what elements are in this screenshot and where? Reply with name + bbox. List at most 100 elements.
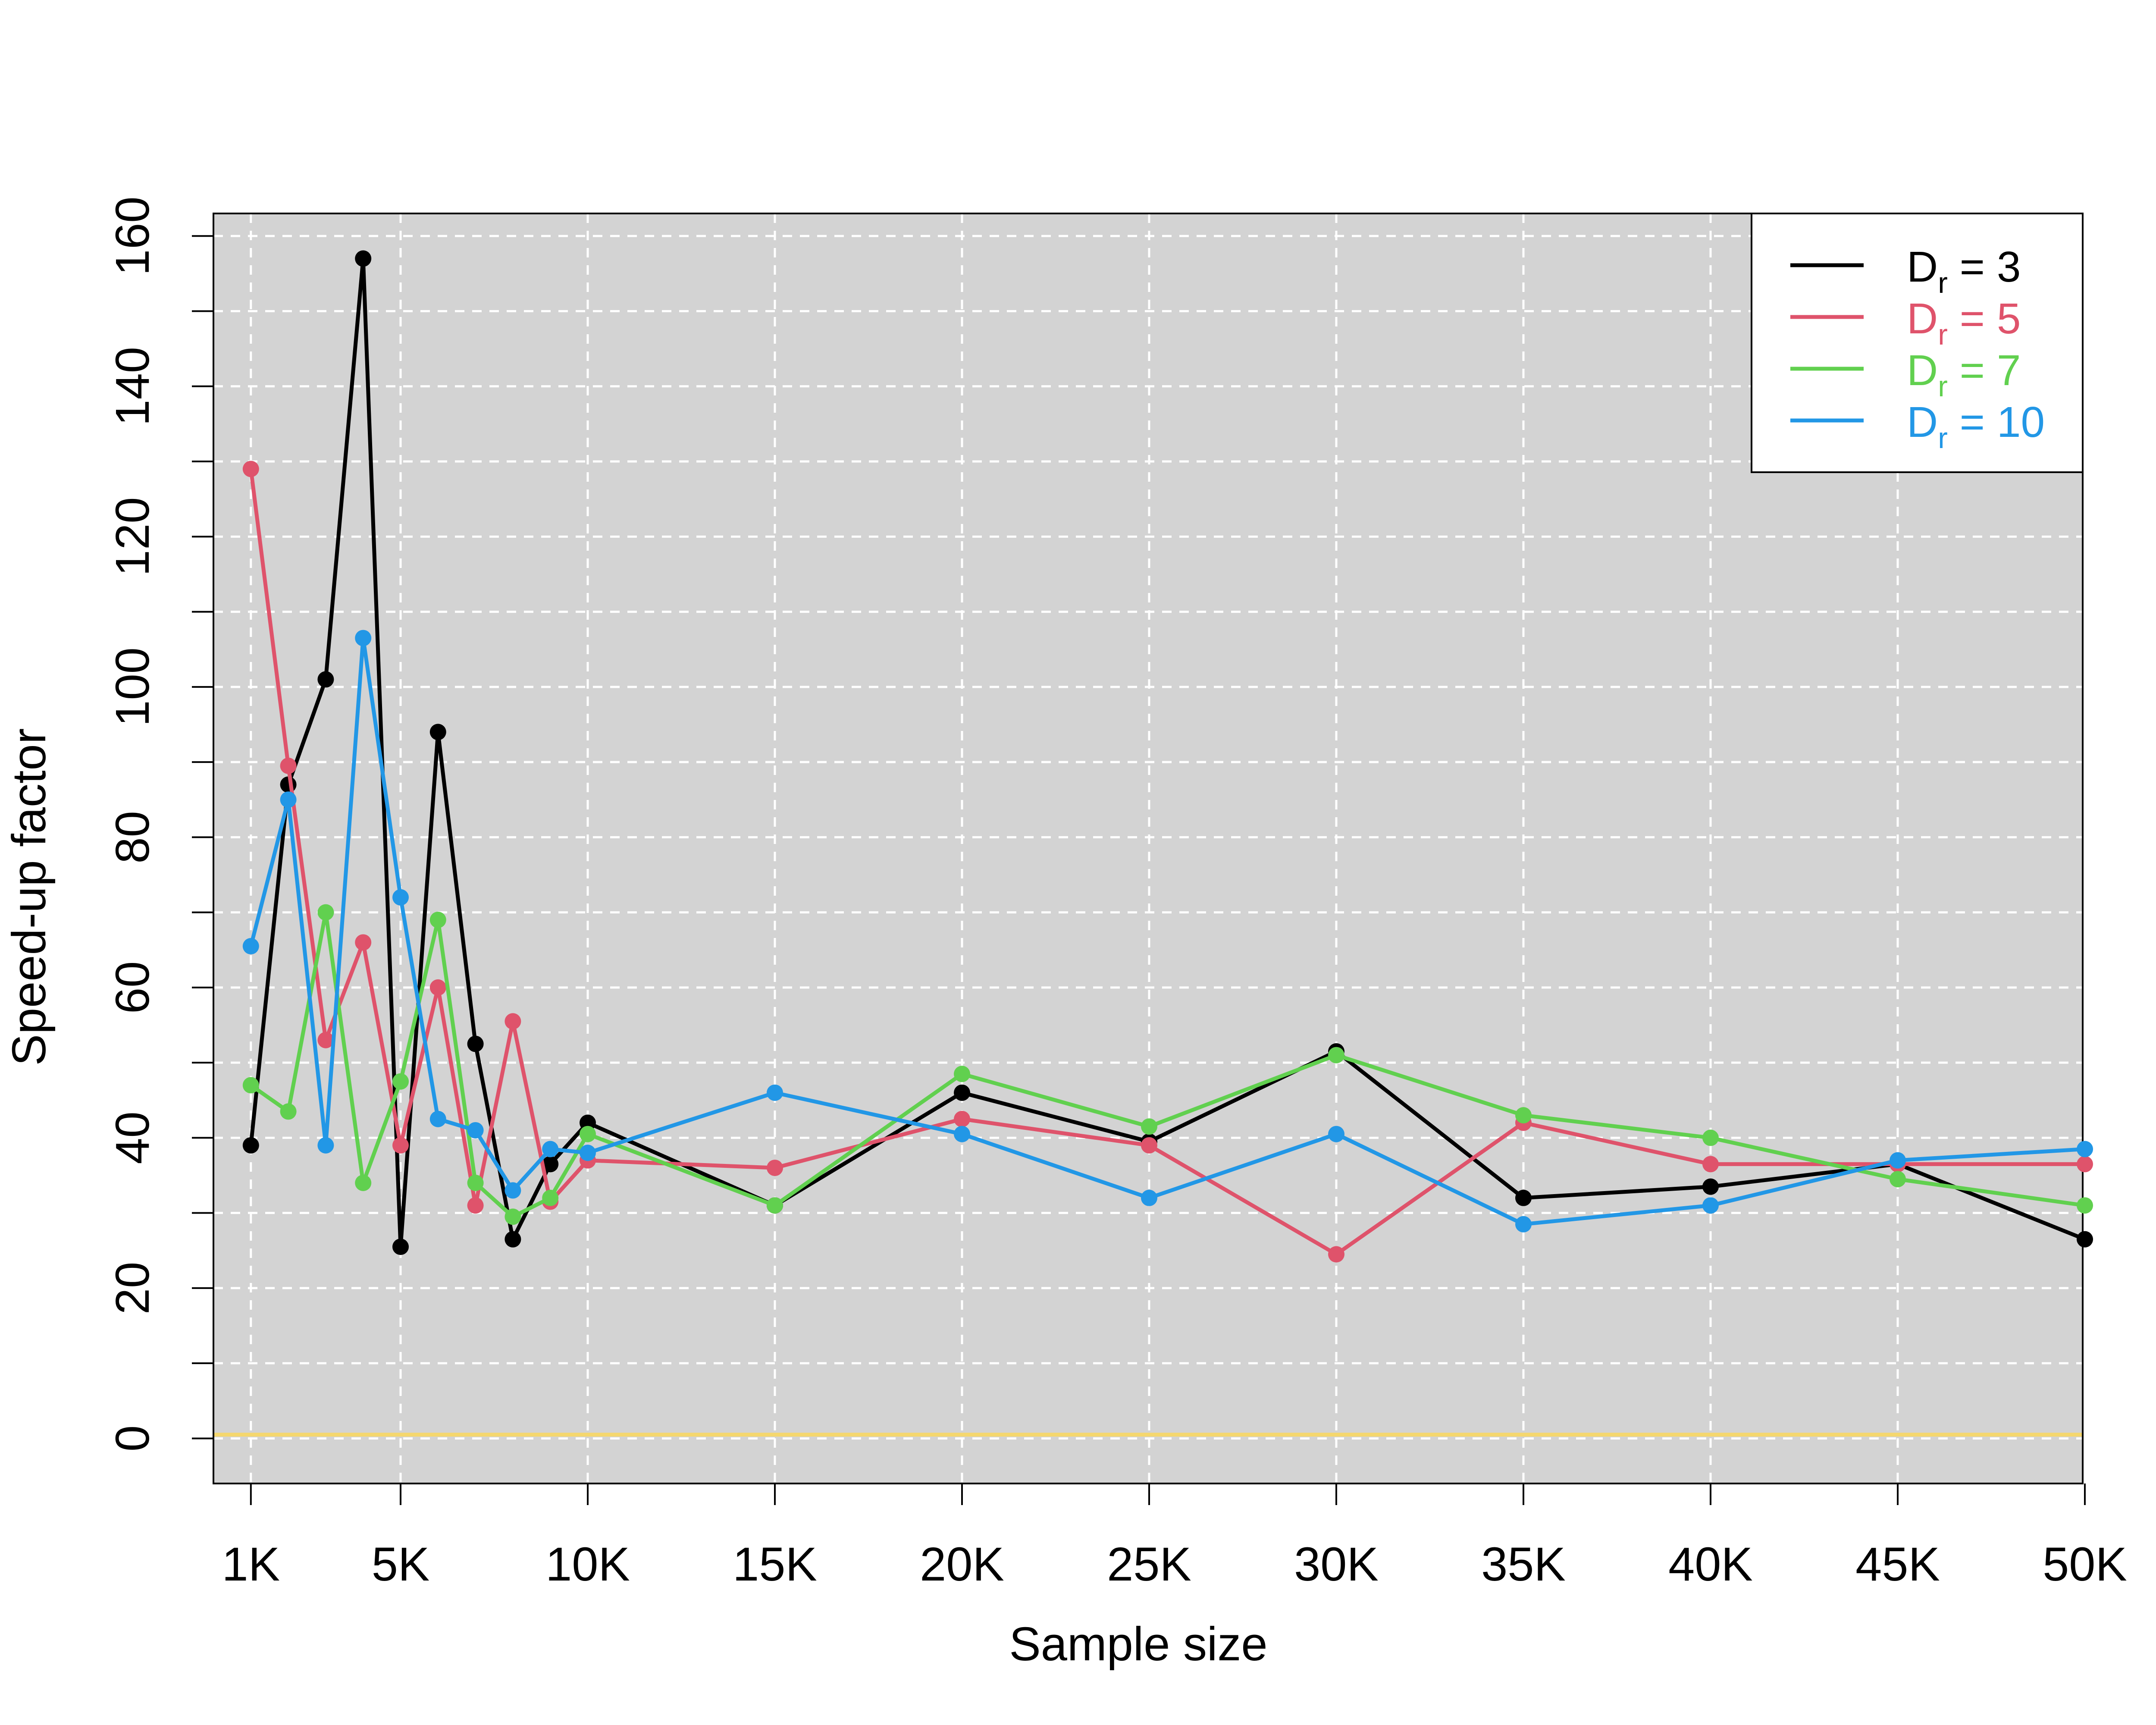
y-tick-label: 20 xyxy=(106,1262,159,1314)
data-point xyxy=(1890,1152,1906,1169)
series-2 xyxy=(242,461,2093,1263)
series-line xyxy=(249,257,2086,1249)
data-point xyxy=(505,1208,521,1225)
data-point xyxy=(467,1122,484,1138)
data-point xyxy=(242,461,259,477)
y-tick-label: 40 xyxy=(106,1111,159,1164)
legend-label-main: D xyxy=(1907,346,1938,395)
legend-label-main: D xyxy=(1907,398,1938,446)
data-point xyxy=(767,1160,783,1176)
legend-label-subscript: r xyxy=(1938,370,1948,403)
data-point xyxy=(1515,1189,1532,1206)
axes: 1K 5K 10K 15K 20K 25K 30K 35K 40K 45K 50K 0 20 40 60 80… xyxy=(106,197,2127,1591)
data-point xyxy=(242,938,259,955)
data-point xyxy=(1328,1246,1344,1263)
y-tick-label: 60 xyxy=(106,961,159,1014)
x-tick-label: 40K xyxy=(1668,1538,1753,1591)
data-point xyxy=(355,250,372,267)
x-tick-label: 50K xyxy=(2043,1538,2127,1591)
data-point xyxy=(280,1103,297,1120)
data-point xyxy=(954,1126,970,1142)
data-point xyxy=(355,1174,372,1191)
series-line xyxy=(249,468,2085,1257)
y-tick-label: 80 xyxy=(106,811,159,863)
data-point xyxy=(280,791,297,808)
legend-label-main: D xyxy=(1907,243,1938,291)
data-point xyxy=(1141,1118,1157,1135)
x-tick-label: 1K xyxy=(222,1538,280,1591)
legend-label: Dr = 5 xyxy=(1907,295,2021,351)
data-point xyxy=(355,630,372,646)
series-group xyxy=(242,250,2093,1263)
data-point xyxy=(1702,1129,1719,1146)
data-point xyxy=(1328,1047,1344,1063)
series-line xyxy=(250,910,2085,1219)
legend-label-subscript: r xyxy=(1938,267,1948,299)
data-point xyxy=(2077,1197,2093,1214)
legend-item: Dr = 5 xyxy=(1790,295,2021,351)
legend-item: Dr = 7 xyxy=(1790,346,2021,403)
data-point xyxy=(242,1077,259,1094)
y-tick-label: 120 xyxy=(106,497,159,577)
data-point xyxy=(429,724,446,740)
legend-label-value: = 3 xyxy=(1948,243,2021,291)
data-point xyxy=(1328,1126,1344,1142)
legend-label-subscript: r xyxy=(1938,422,1948,455)
data-point xyxy=(1702,1178,1719,1195)
x-tick-label: 10K xyxy=(545,1538,630,1591)
x-tick-label: 15K xyxy=(733,1538,817,1591)
data-point xyxy=(2077,1231,2093,1248)
data-point xyxy=(542,1189,559,1206)
x-tick-label: 20K xyxy=(920,1538,1004,1591)
data-point xyxy=(767,1084,783,1101)
legend-label-value: = 5 xyxy=(1948,295,2021,343)
data-point xyxy=(1702,1156,1719,1173)
data-point xyxy=(954,1110,970,1127)
data-point xyxy=(954,1084,970,1101)
data-point xyxy=(280,757,297,774)
legend-label: Dr = 3 xyxy=(1907,243,2021,299)
data-point xyxy=(392,1239,409,1255)
x-tick-label: 25K xyxy=(1107,1538,1191,1591)
series-4 xyxy=(242,630,2093,1233)
data-point xyxy=(429,912,446,928)
series-line xyxy=(249,636,2085,1226)
legend-label: Dr = 10 xyxy=(1907,398,2045,455)
x-tick-label: 45K xyxy=(1855,1538,1940,1591)
y-tick-label: 140 xyxy=(106,347,159,426)
legend-label: Dr = 7 xyxy=(1907,346,2021,403)
data-point xyxy=(505,1231,521,1248)
legend: Dr = 3Dr = 5Dr = 7Dr = 10 xyxy=(1751,213,2084,473)
data-point xyxy=(2077,1156,2093,1173)
data-point xyxy=(1141,1137,1157,1154)
x-axis-title: Sample size xyxy=(1009,1618,1267,1671)
data-point xyxy=(429,979,446,996)
data-point xyxy=(1141,1189,1157,1206)
y-tick-label: 0 xyxy=(106,1425,159,1452)
plot-frame xyxy=(213,213,2084,1484)
legend-label-value: = 10 xyxy=(1948,398,2045,446)
data-point xyxy=(954,1066,970,1082)
data-point xyxy=(317,1032,334,1048)
x-tick-label: 35K xyxy=(1481,1538,1566,1591)
y-axis-title: Speed-up factor xyxy=(3,728,56,1066)
data-point xyxy=(392,889,409,906)
data-point xyxy=(542,1156,559,1173)
legend-item: Dr = 10 xyxy=(1790,398,2045,455)
data-point xyxy=(317,1137,334,1154)
data-point xyxy=(355,934,372,951)
data-point xyxy=(767,1197,783,1214)
x-tick-label: 30K xyxy=(1294,1538,1379,1591)
data-point xyxy=(392,1137,409,1154)
legend-label-value: = 7 xyxy=(1948,346,2021,395)
data-point xyxy=(1890,1171,1906,1188)
y-tick-label: 100 xyxy=(106,647,159,727)
data-point xyxy=(429,1110,446,1127)
series-3 xyxy=(242,904,2093,1225)
legend-label-main: D xyxy=(1907,295,1938,343)
x-tick-label: 5K xyxy=(372,1538,430,1591)
legend-label-subscript: r xyxy=(1938,318,1948,351)
data-point xyxy=(317,904,334,921)
data-point xyxy=(242,1137,259,1154)
